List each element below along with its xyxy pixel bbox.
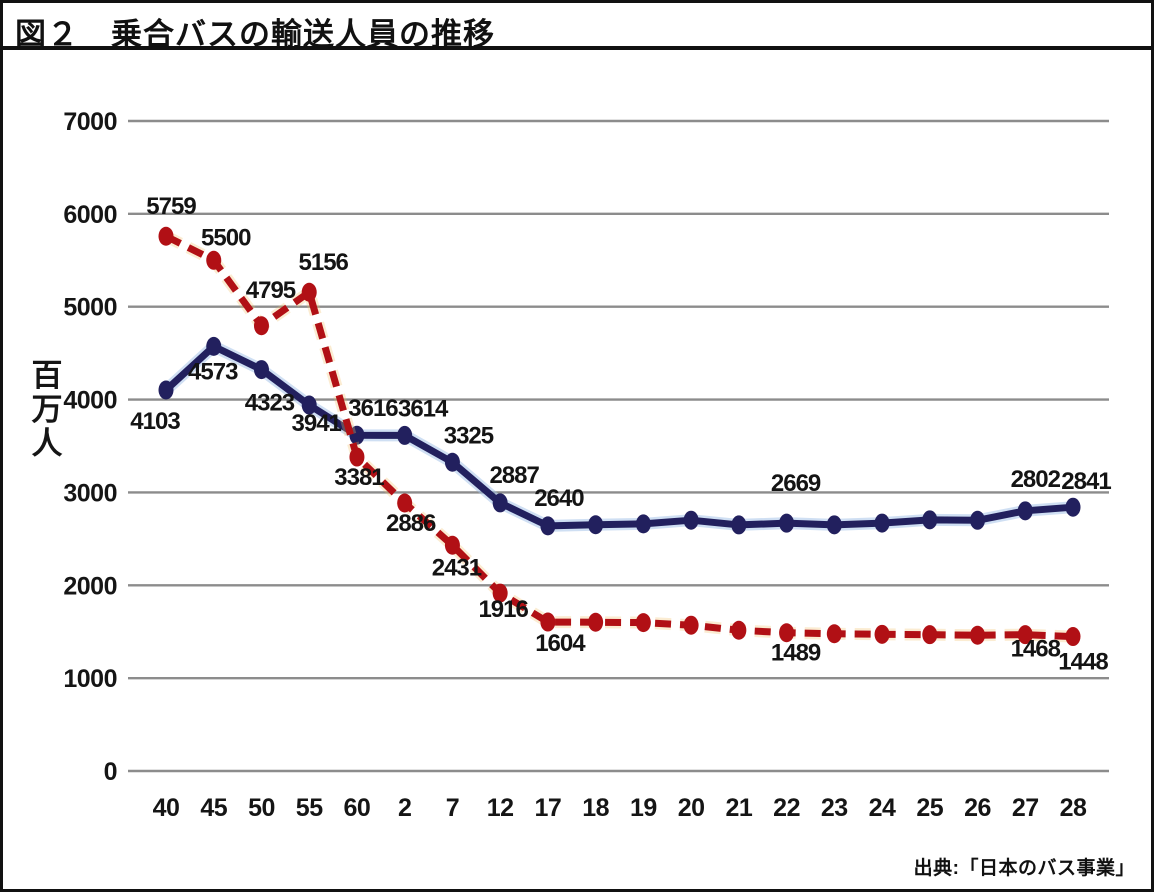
red-dashed-series-point	[588, 612, 604, 632]
x-tick-label: 27	[1012, 794, 1039, 822]
x-tick-label: 55	[296, 794, 323, 822]
navy-solid-series-value-label: 3325	[444, 422, 494, 449]
red-dashed-series-point	[731, 620, 747, 640]
x-tick-label: 23	[821, 794, 848, 822]
navy-solid-series-point	[970, 510, 986, 530]
source-citation: 出典:「日本のバス事業」	[913, 858, 1135, 879]
navy-solid-series-value-label: 2802	[1011, 466, 1061, 493]
navy-solid-series-point	[206, 336, 222, 356]
red-dashed-series-value-label: 2431	[432, 554, 482, 581]
red-dashed-series-value-label: 1448	[1058, 649, 1108, 676]
navy-solid-series-point	[922, 510, 938, 530]
red-dashed-series-point	[779, 623, 795, 643]
red-dashed-series-point	[206, 250, 222, 270]
navy-solid-series-point	[158, 380, 174, 400]
navy-solid-series-value-label: 3614	[398, 395, 449, 422]
y-tick-label: 4000	[63, 387, 117, 415]
navy-solid-series-point	[731, 515, 747, 535]
navy-solid-series-point	[540, 516, 556, 536]
navy-solid-series-value-label: 4103	[130, 408, 180, 435]
x-tick-label: 19	[630, 794, 657, 822]
y-tick-label: 7000	[63, 108, 117, 136]
navy-solid-series-value-label: 2640	[534, 485, 584, 512]
red-dashed-series-point	[635, 613, 651, 633]
navy-solid-series-point	[253, 360, 269, 380]
navy-solid-series-value-label: 3941	[292, 410, 342, 437]
navy-solid-series-point	[635, 514, 651, 534]
red-dashed-series-line	[164, 233, 1074, 641]
red-dashed-series-point	[444, 535, 460, 555]
navy-solid-series-value-label: 2841	[1061, 468, 1111, 495]
navy-solid-series-point	[444, 452, 460, 472]
red-dashed-series-point	[540, 612, 556, 632]
navy-solid-series-value-label: 2669	[771, 470, 821, 497]
x-tick-label: 2	[398, 794, 411, 822]
x-tick-label: 7	[446, 794, 459, 822]
x-tick-label: 17	[534, 794, 561, 822]
navy-solid-series-point	[779, 513, 795, 533]
red-dashed-series-point	[253, 316, 269, 336]
red-dashed-series-value-label: 1468	[1011, 636, 1061, 663]
y-tick-label: 6000	[63, 201, 117, 229]
red-dashed-series-value-label: 5759	[146, 193, 196, 220]
chart-area: 0 1000 2000 3000 4000 5000 6000 7000 百万人 40 45 50 55…	[3, 50, 1154, 850]
y-tick-label: 2000	[63, 572, 117, 600]
red-dashed-series-point	[970, 625, 986, 645]
x-tick-label: 60	[344, 794, 371, 822]
x-tick-label: 50	[248, 794, 275, 822]
red-dashed-series-point	[349, 447, 365, 467]
red-dashed-series-point	[158, 226, 174, 246]
navy-solid-series-point	[397, 425, 413, 445]
navy-solid-series-point	[826, 515, 842, 535]
red-dashed-series-point	[1065, 627, 1081, 647]
y-axis-title: 百万人	[32, 358, 63, 461]
navy-solid-series-point	[492, 493, 508, 513]
navy-solid-series-point	[874, 513, 890, 533]
navy-solid-series-line	[163, 342, 1074, 530]
navy-solid-series-point	[301, 395, 317, 415]
red-dashed-series-value-label: 1916	[478, 596, 528, 623]
x-tick-label: 24	[869, 794, 896, 822]
x-tick-label: 28	[1060, 794, 1087, 822]
red-dashed-series-point	[301, 282, 317, 302]
red-dashed-series-value-label: 5500	[201, 224, 251, 251]
navy-solid-series-value-label: 2887	[489, 462, 539, 489]
line-chart: 0 1000 2000 3000 4000 5000 6000 7000 百万人 40 45 50 55…	[32, 108, 1113, 822]
red-dashed-series-value-label: 4795	[246, 277, 296, 304]
red-dashed-series-point	[683, 615, 699, 635]
red-dashed-series-value-label: 1489	[771, 640, 821, 667]
x-tick-label: 40	[153, 794, 180, 822]
x-tick-label: 45	[200, 794, 227, 822]
x-tick-label: 21	[725, 794, 752, 822]
red-dashed-series-value-label: 3381	[334, 464, 384, 491]
navy-solid-series-point	[1065, 497, 1081, 517]
red-dashed-series-value-label: 1604	[535, 630, 586, 657]
red-dashed-series-point	[397, 493, 413, 513]
y-tick-label: 5000	[63, 294, 117, 322]
navy-solid-series-point	[588, 515, 604, 535]
red-dashed-series-value-label: 2886	[386, 510, 436, 537]
x-tick-label: 18	[582, 794, 609, 822]
x-tick-label: 12	[487, 794, 514, 822]
red-dashed-series-point	[826, 624, 842, 644]
y-tick-label: 3000	[63, 479, 117, 507]
y-tick-label: 1000	[63, 665, 117, 693]
red-dashed-series-point	[1017, 625, 1033, 645]
figure-title: 図２ 乗合バスの輸送人員の推移	[3, 3, 1151, 52]
red-dashed-series-point	[874, 624, 890, 644]
navy-solid-series-value-label: 3616	[348, 395, 398, 422]
navy-solid-series-value-label: 4573	[188, 358, 238, 385]
x-tick-label: 25	[916, 794, 943, 822]
navy-solid-series-value-label: 4323	[245, 390, 295, 417]
red-dashed-series-value-label: 5156	[299, 249, 349, 276]
y-tick-label: 0	[104, 758, 117, 786]
x-tick-label: 20	[678, 794, 705, 822]
red-dashed-series-point	[922, 625, 938, 645]
navy-solid-series-point	[349, 425, 365, 445]
red-dashed-series-point	[492, 583, 508, 603]
navy-solid-series-point	[1017, 501, 1033, 521]
navy-solid-series-point	[683, 510, 699, 530]
x-tick-label: 26	[964, 794, 991, 822]
x-tick-label: 22	[773, 794, 800, 822]
